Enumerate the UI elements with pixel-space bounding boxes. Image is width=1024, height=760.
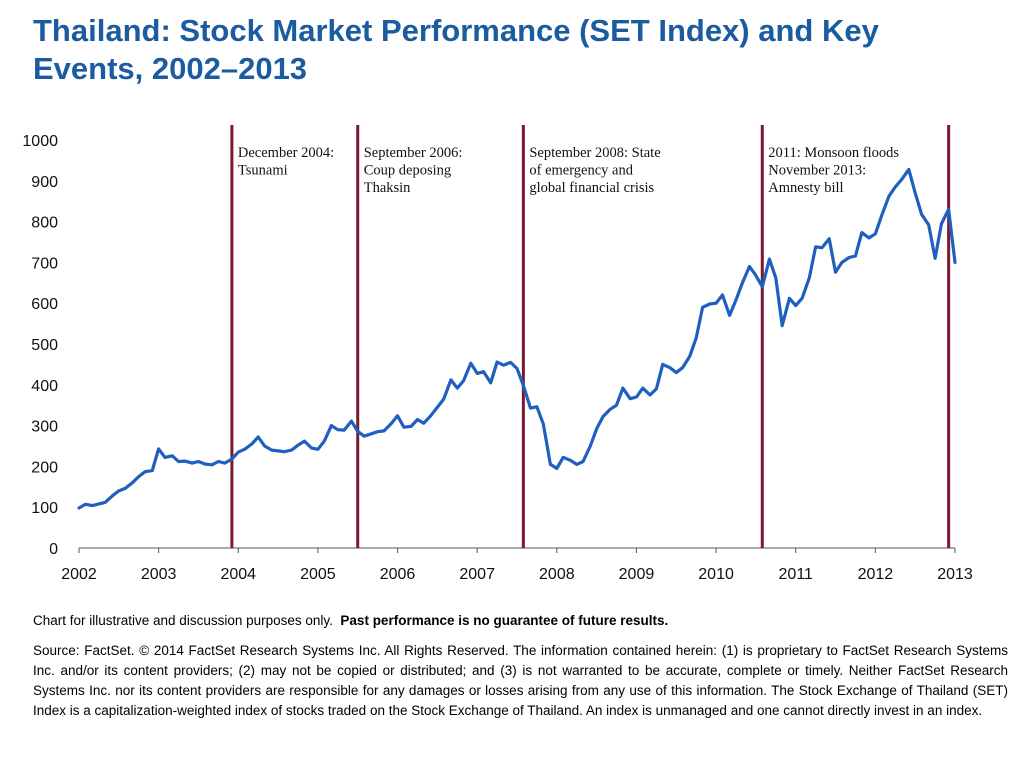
x-tick-label: 2006 xyxy=(380,566,416,583)
x-tick-label: 2003 xyxy=(141,566,177,583)
set-index-line xyxy=(77,167,957,510)
y-tick-label: 600 xyxy=(31,296,58,313)
y-tick-label: 100 xyxy=(31,500,58,517)
event-label: global financial crisis xyxy=(529,180,654,196)
y-tick-label: 400 xyxy=(31,378,58,395)
x-tick-label: 2008 xyxy=(539,566,575,583)
y-tick-label: 500 xyxy=(31,337,58,354)
event-label: 2011: Monsoon floods xyxy=(768,145,899,161)
event-label: Coup deposing xyxy=(364,163,451,179)
event-label: December 2004: xyxy=(238,145,334,161)
event-label: September 2008: State xyxy=(529,145,660,161)
y-axis-ticks: 0 100 200 300 400 500 600 700 800 900 1000 xyxy=(22,133,58,558)
disclaimer-plain: Chart for illustrative and discussion pu… xyxy=(33,613,333,628)
x-tick-label: 2005 xyxy=(300,566,336,583)
chart-title: Thailand: Stock Market Performance (SET … xyxy=(33,13,879,86)
event-label: September 2006: xyxy=(364,145,463,161)
disclaimer-note: Chart for illustrative and discussion pu… xyxy=(33,612,993,630)
y-tick-label: 300 xyxy=(31,419,58,436)
event-label: Thaksin xyxy=(364,180,411,196)
x-tick-label: 2002 xyxy=(61,566,97,583)
series-group xyxy=(77,167,957,510)
event-markers: December 2004: Tsunami September 2006: Coup… xyxy=(230,125,951,548)
event-label: Tsunami xyxy=(238,163,288,179)
x-tick-label: 2013 xyxy=(937,566,973,583)
y-tick-label: 200 xyxy=(31,459,58,476)
x-tick-label: 2010 xyxy=(698,566,734,583)
y-tick-label: 0 xyxy=(49,541,58,558)
y-tick-label: 900 xyxy=(31,174,58,191)
y-tick-label: 1000 xyxy=(22,133,58,150)
disclaimer-bold: Past performance is no guarantee of futu… xyxy=(340,613,669,628)
event-label: of emergency and xyxy=(529,163,633,179)
x-tick-label: 2007 xyxy=(459,566,495,583)
x-tick-label: 2004 xyxy=(220,566,256,583)
x-tick-label: 2011 xyxy=(779,566,814,583)
x-tick-label: 2009 xyxy=(619,566,655,583)
x-tick-label: 2012 xyxy=(858,566,894,583)
event-label: Amnesty bill xyxy=(768,180,843,196)
x-axis-ticks: 2002 2003 2004 2005 2006 2007 2008 2009 2010 2011… xyxy=(61,548,973,583)
y-tick-label: 800 xyxy=(31,215,58,232)
source-text: Source: FactSet. © 2014 FactSet Research… xyxy=(33,643,1008,718)
event-label: November 2013: xyxy=(768,163,866,179)
y-tick-label: 700 xyxy=(31,255,58,272)
